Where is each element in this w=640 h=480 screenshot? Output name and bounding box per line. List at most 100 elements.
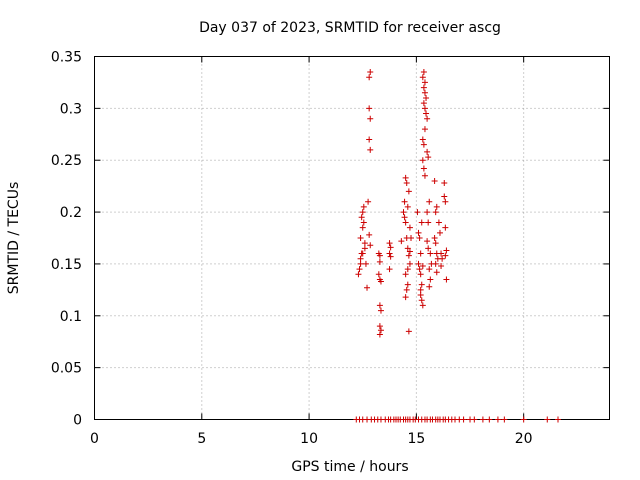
data-point xyxy=(417,271,424,278)
zero-data-point xyxy=(555,416,561,423)
x-tick-label: 10 xyxy=(300,431,318,447)
data-point xyxy=(420,100,427,107)
data-point xyxy=(420,84,427,91)
grid xyxy=(94,56,610,420)
data-point xyxy=(419,157,426,164)
data-point xyxy=(426,198,433,205)
data-point xyxy=(367,146,374,153)
data-point xyxy=(376,252,383,259)
zero-data-point xyxy=(486,416,493,423)
y-tick-label: 0.05 xyxy=(51,361,82,377)
data-point xyxy=(403,180,410,187)
x-tick-label: 5 xyxy=(197,431,206,447)
data-point xyxy=(421,172,428,179)
data-point xyxy=(441,193,448,200)
data-point xyxy=(404,266,411,273)
data-point xyxy=(404,281,411,288)
data-point xyxy=(424,115,431,122)
y-tick-label: 0.3 xyxy=(60,101,82,117)
data-point xyxy=(357,255,364,262)
axis-ticks: 0 5 10 15 20 0 0.05 0.1 0.15 0.2 0.25 0.3 0.35 xyxy=(51,50,610,447)
zero-data-point xyxy=(520,416,527,423)
data-point xyxy=(427,250,434,257)
data-point xyxy=(360,203,367,210)
data-point xyxy=(406,260,413,267)
data-point xyxy=(432,260,439,267)
data-point xyxy=(419,136,426,143)
data-point xyxy=(432,240,439,247)
data-point xyxy=(418,219,425,226)
data-point xyxy=(367,115,374,122)
data-point xyxy=(442,198,449,205)
data-point xyxy=(421,126,428,133)
data-point xyxy=(376,323,383,330)
data-point xyxy=(387,253,394,260)
data-point xyxy=(357,260,364,267)
data-point xyxy=(417,286,424,293)
zero-data-point xyxy=(544,416,551,423)
data-point xyxy=(414,209,421,216)
data-point xyxy=(425,245,432,252)
data-point xyxy=(359,209,366,216)
data-point xyxy=(415,229,422,236)
data-point xyxy=(436,229,443,236)
data-point xyxy=(377,307,384,314)
data-point xyxy=(438,263,445,270)
zero-data-point xyxy=(460,416,467,423)
x-axis-label: GPS time / hours xyxy=(291,459,408,475)
y-tick-label: 0 xyxy=(73,413,82,429)
data-point xyxy=(425,154,432,161)
data-point xyxy=(404,245,411,252)
data-point xyxy=(423,94,430,101)
data-point xyxy=(441,180,448,187)
data-point xyxy=(420,141,427,148)
data-point xyxy=(377,327,384,334)
data-point xyxy=(419,302,426,309)
data-point xyxy=(366,231,373,238)
data-point xyxy=(442,224,449,231)
data-point xyxy=(405,252,412,259)
data-point xyxy=(416,235,423,241)
chart-title: Day 037 of 2023, SRMTID for receiver asc… xyxy=(199,20,501,36)
plot-frame xyxy=(94,56,610,420)
data-point xyxy=(402,271,409,278)
data-point xyxy=(387,244,394,251)
data-point xyxy=(424,238,431,245)
data-point xyxy=(402,219,409,226)
data-point xyxy=(402,294,409,301)
data-point xyxy=(438,250,445,257)
data-point xyxy=(386,250,393,257)
data-point xyxy=(433,269,440,276)
data-point xyxy=(366,105,373,112)
data-point xyxy=(401,198,408,205)
data-point xyxy=(418,281,425,288)
data-point xyxy=(401,214,408,221)
data-point xyxy=(359,224,366,231)
data-point xyxy=(375,271,382,278)
data-point xyxy=(424,148,431,155)
data-point xyxy=(443,276,450,283)
data-point xyxy=(376,302,383,309)
data-point xyxy=(404,203,411,210)
data-point xyxy=(432,209,439,216)
data-point xyxy=(358,214,365,221)
data-point xyxy=(415,260,422,267)
data-point xyxy=(362,260,369,267)
x-tick-label: 20 xyxy=(515,431,533,447)
data-point xyxy=(424,209,431,216)
data-point xyxy=(406,248,413,255)
data-point xyxy=(431,177,438,184)
data-point xyxy=(421,105,428,112)
data-point xyxy=(405,328,412,335)
data-point xyxy=(361,240,368,247)
data-point xyxy=(442,252,449,259)
data-point xyxy=(403,286,410,293)
data-point xyxy=(427,276,434,283)
data-point xyxy=(355,271,362,278)
data-point xyxy=(367,69,374,76)
data-point xyxy=(408,235,415,241)
data-point xyxy=(405,188,412,195)
data-point xyxy=(367,242,374,249)
data-point xyxy=(376,331,383,338)
